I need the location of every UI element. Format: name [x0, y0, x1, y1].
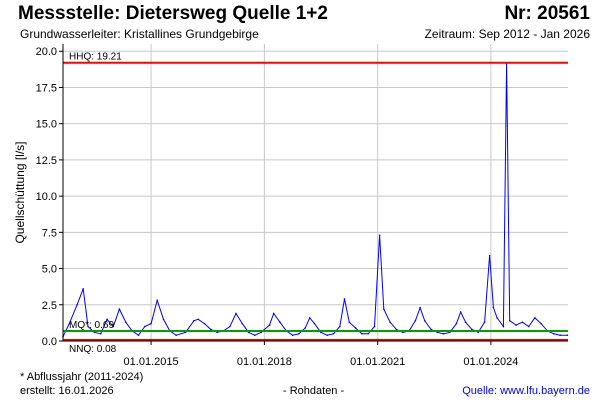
- discharge-point: [354, 327, 357, 329]
- y-axis-label: Quellschüttung [l/s]: [13, 141, 27, 243]
- discharge-point: [367, 332, 369, 335]
- aquifer-subtitle: Grundwasserleiter: Kristallines Grundgeb…: [20, 27, 259, 41]
- discharge-point: [527, 325, 530, 328]
- created-date: erstellt: 16.01.2026: [20, 385, 114, 397]
- discharge-point: [483, 321, 486, 323]
- discharge-point: [430, 328, 432, 331]
- x-tick-label: 01.01.2021: [350, 356, 405, 368]
- discharge-point: [229, 325, 231, 328]
- discharge-point: [540, 322, 542, 325]
- discharge-point: [496, 317, 498, 319]
- discharge-point: [389, 321, 391, 323]
- x-tick-label: 01.01.2024: [463, 356, 518, 368]
- discharge-point: [521, 321, 524, 323]
- y-tick-label: 20.0: [36, 46, 57, 58]
- nnq-label: NNQ: 0.08: [69, 344, 117, 355]
- plot-area: [63, 44, 568, 341]
- discharge-point: [343, 298, 346, 300]
- discharge-point: [464, 321, 467, 323]
- period-label: Zeitraum: Sep 2012 - Jan 2026: [424, 27, 590, 41]
- discharge-point: [241, 322, 244, 325]
- footnote: * Abflussjahr (2011-2024): [20, 371, 144, 383]
- discharge-point: [423, 319, 426, 322]
- discharge-point: [459, 311, 462, 313]
- y-tick-label: 2.5: [42, 300, 57, 312]
- discharge-point: [112, 325, 115, 328]
- discharge-point: [488, 254, 491, 257]
- discharge-point: [298, 332, 300, 335]
- discharge-point: [143, 325, 146, 328]
- x-tick-label: 01.01.2015: [124, 356, 179, 368]
- discharge-point: [326, 334, 329, 337]
- discharge-point: [508, 319, 511, 322]
- discharge-point: [291, 334, 294, 337]
- discharge-point: [304, 327, 307, 329]
- discharge-point: [515, 324, 517, 326]
- rawdata-label: - Rohdaten -: [283, 385, 345, 397]
- discharge-point: [566, 334, 569, 337]
- discharge-point: [268, 324, 271, 326]
- x-tick-label: 01.01.2018: [237, 356, 292, 368]
- discharge-point: [175, 334, 177, 337]
- discharge-point: [156, 299, 158, 302]
- discharge-point: [382, 308, 385, 310]
- discharge-point: [197, 318, 200, 321]
- y-tick-label: 10.0: [36, 191, 57, 203]
- discharge-point: [203, 322, 206, 325]
- hhq-label: HHQ: 19.21: [69, 52, 122, 63]
- discharge-point: [361, 332, 363, 335]
- y-tick-label: 0.0: [42, 336, 57, 348]
- discharge-point: [332, 332, 335, 335]
- discharge-point: [82, 288, 84, 290]
- discharge-point: [272, 312, 275, 315]
- discharge-point: [553, 332, 555, 335]
- discharge-point: [313, 322, 316, 325]
- discharge-point: [279, 321, 281, 323]
- discharge-point: [559, 334, 561, 337]
- discharge-point: [455, 322, 458, 325]
- discharge-point: [471, 328, 473, 331]
- page-title: Messstelle: Dietersweg Quelle 1+2: [18, 3, 328, 24]
- discharge-point: [373, 325, 376, 328]
- discharge-point: [210, 328, 212, 331]
- discharge-point: [235, 312, 237, 315]
- discharge-point: [395, 328, 398, 331]
- y-tick-label: 15.0: [36, 119, 57, 131]
- y-tick-label: 12.5: [36, 155, 57, 167]
- discharge-point: [442, 332, 445, 335]
- discharge-point: [502, 325, 505, 328]
- discharge-point: [534, 317, 536, 319]
- discharge-point: [87, 325, 89, 328]
- discharge-point: [378, 234, 381, 237]
- discharge-point: [254, 334, 256, 337]
- discharge-point: [76, 303, 78, 306]
- y-tick-label: 7.5: [42, 227, 57, 239]
- source-link[interactable]: Quelle: www.lfu.bayern.de: [462, 385, 590, 397]
- y-tick-label: 5.0: [42, 264, 57, 276]
- discharge-point: [68, 322, 71, 325]
- discharge-point: [348, 321, 351, 323]
- discharge-point: [106, 318, 108, 321]
- discharge-point: [124, 321, 127, 323]
- station-number: Nr: 20561: [504, 3, 590, 24]
- mq-label: MQ*: 0.69: [69, 320, 114, 331]
- discharge-point: [118, 308, 121, 310]
- discharge-point: [308, 317, 311, 319]
- y-tick-label: 17.5: [36, 82, 57, 94]
- discharge-point: [492, 306, 495, 309]
- discharge-point: [419, 306, 421, 309]
- discharge-point: [150, 322, 152, 325]
- discharge-point: [99, 332, 102, 335]
- discharge-point: [162, 318, 165, 321]
- discharge-point: [339, 325, 341, 328]
- discharge-point: [137, 334, 140, 337]
- discharge-point: [193, 319, 195, 322]
- discharge-point: [414, 319, 417, 322]
